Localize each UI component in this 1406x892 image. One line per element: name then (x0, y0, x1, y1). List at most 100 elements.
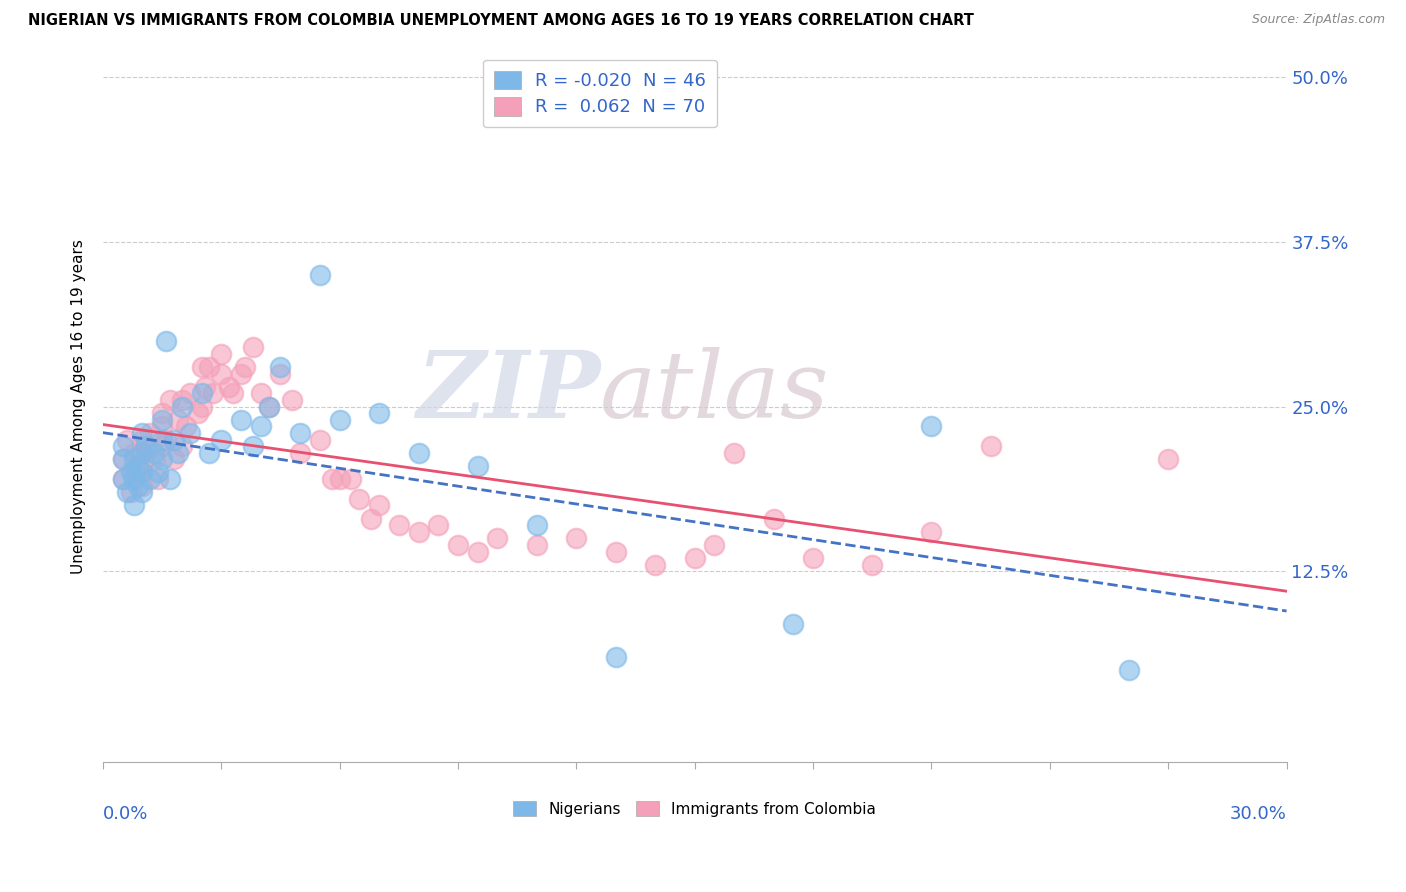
Text: 30.0%: 30.0% (1230, 805, 1286, 823)
Point (131, 445, 153, 459)
Point (135, 439, 157, 453)
Point (290, 445, 312, 459)
Point (124, 472, 146, 486)
Point (143, 445, 166, 459)
Point (163, 452, 186, 467)
Point (921, 524, 943, 539)
Point (124, 445, 146, 459)
Point (179, 386, 201, 401)
Point (120, 485, 142, 500)
Text: atlas: atlas (600, 347, 830, 437)
Point (131, 425, 153, 440)
Point (368, 499, 391, 513)
Point (194, 380, 217, 394)
Point (131, 478, 153, 492)
Point (565, 532, 588, 546)
Point (447, 538, 470, 552)
Point (159, 472, 181, 486)
Point (150, 452, 173, 467)
Point (127, 466, 149, 480)
Text: Source: ZipAtlas.com: Source: ZipAtlas.com (1251, 13, 1385, 27)
Point (190, 359, 212, 374)
Point (111, 472, 134, 486)
Text: ZIP: ZIP (416, 347, 600, 437)
Point (167, 413, 190, 427)
Point (115, 485, 138, 500)
Point (143, 452, 166, 467)
Point (174, 419, 197, 434)
Point (139, 425, 162, 440)
Point (209, 367, 232, 381)
Point (427, 518, 450, 533)
Point (269, 367, 291, 381)
Point (329, 413, 352, 427)
Point (150, 439, 173, 453)
Point (340, 472, 363, 486)
Point (127, 478, 149, 492)
Point (309, 433, 332, 447)
Point (218, 380, 240, 394)
Point (202, 386, 225, 401)
Point (249, 386, 271, 401)
Point (801, 551, 824, 566)
Point (860, 558, 883, 572)
Point (209, 433, 232, 447)
Point (408, 524, 430, 539)
Point (605, 650, 627, 665)
Point (242, 439, 264, 453)
Point (782, 617, 804, 632)
Point (605, 544, 627, 558)
Point (198, 445, 221, 459)
Point (683, 551, 706, 566)
Point (146, 472, 169, 486)
Point (155, 334, 177, 348)
Point (170, 400, 193, 414)
Point (526, 518, 548, 533)
Point (229, 413, 252, 427)
Point (131, 485, 153, 500)
Point (257, 400, 280, 414)
Point (135, 445, 157, 459)
Point (131, 466, 153, 480)
Point (111, 439, 134, 453)
Point (349, 491, 371, 506)
Point (167, 445, 190, 459)
Point (111, 452, 134, 467)
Point (486, 532, 509, 546)
Point (257, 400, 280, 414)
Point (309, 268, 332, 282)
Point (921, 419, 943, 434)
Legend: Nigerians, Immigrants from Colombia: Nigerians, Immigrants from Colombia (505, 792, 886, 826)
Point (1118, 663, 1140, 677)
Point (139, 472, 162, 486)
Point (187, 406, 209, 420)
Point (190, 400, 212, 414)
Point (526, 538, 548, 552)
Point (408, 445, 430, 459)
Point (222, 386, 245, 401)
Point (198, 359, 221, 374)
Point (703, 538, 725, 552)
Point (290, 425, 312, 440)
Point (131, 445, 153, 459)
Point (170, 439, 193, 453)
Point (467, 544, 489, 558)
Point (127, 458, 149, 473)
Point (723, 445, 745, 459)
Point (146, 466, 169, 480)
Point (179, 425, 201, 440)
Point (124, 466, 146, 480)
Point (209, 347, 232, 361)
Point (111, 452, 134, 467)
Point (249, 419, 271, 434)
Point (644, 558, 666, 572)
Text: NIGERIAN VS IMMIGRANTS FROM COLOMBIA UNEMPLOYMENT AMONG AGES 16 TO 19 YEARS CORR: NIGERIAN VS IMMIGRANTS FROM COLOMBIA UNE… (28, 13, 974, 29)
Point (242, 340, 264, 354)
Point (150, 419, 173, 434)
Point (368, 406, 391, 420)
Point (159, 392, 181, 407)
Point (131, 458, 153, 473)
Point (124, 452, 146, 467)
Point (281, 392, 304, 407)
Point (115, 433, 138, 447)
